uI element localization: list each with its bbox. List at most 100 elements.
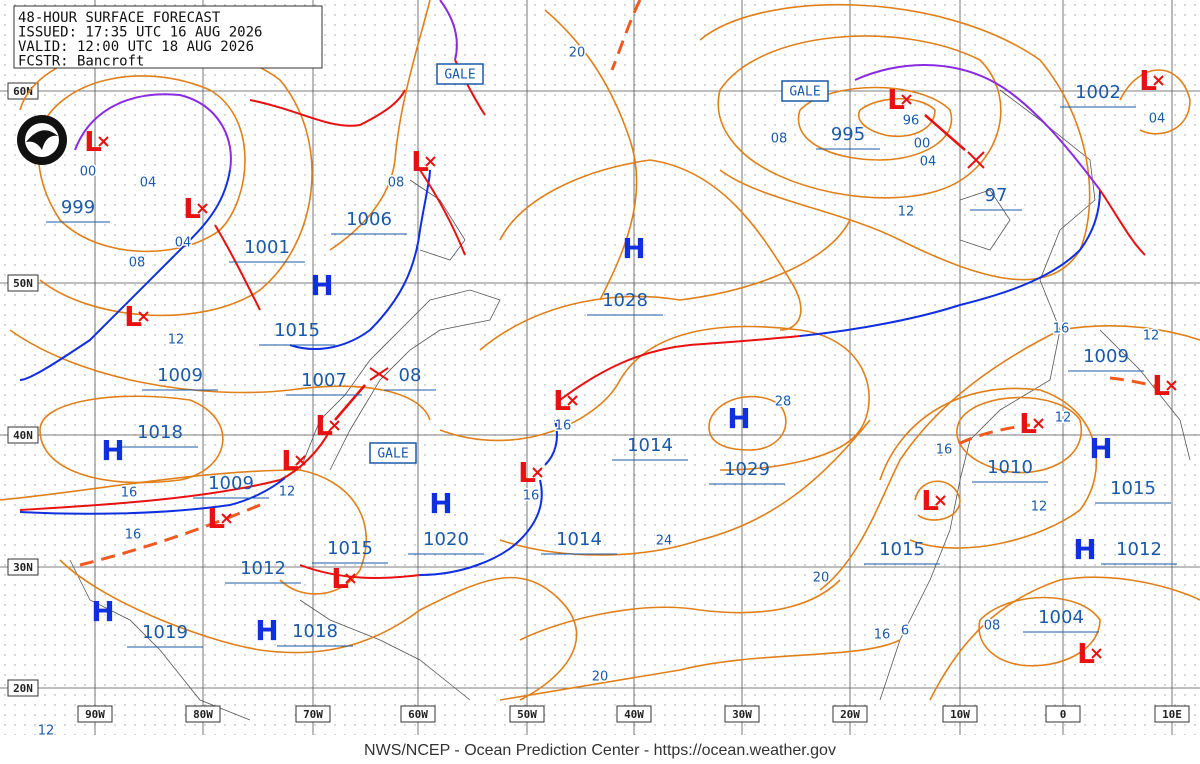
isobar-label: 12 — [279, 485, 296, 500]
lon-label-box — [509, 705, 545, 723]
high-center: H — [310, 269, 333, 302]
pressure-label: 1004 — [1038, 607, 1084, 628]
low-cross — [329, 420, 340, 431]
lon-label-box — [185, 705, 221, 723]
low-cross — [98, 136, 109, 147]
lat-lon-grid: 60N 50N 40N 30N 20N 90W 80W 70W 60W 50W 40W 30W 20W 1… — [0, 0, 1200, 735]
lon-label-box — [1154, 705, 1190, 723]
lon-label: 30W — [732, 708, 752, 721]
low-cross — [345, 573, 356, 584]
isobar-label: 20 — [813, 571, 830, 586]
pressure-label: 1015 — [879, 539, 925, 560]
low-cross — [138, 311, 149, 322]
header-line: 48-HOUR SURFACE FORECAST — [18, 10, 221, 26]
low-cross — [197, 203, 208, 214]
lat-label-box — [7, 679, 39, 697]
lat-label: 50N — [13, 277, 33, 290]
lat-label-box — [7, 558, 39, 576]
low-center: L — [553, 384, 571, 417]
pressure-label: 1012 — [1116, 539, 1162, 560]
gale-label: GALE — [789, 85, 820, 100]
pressure-label: 1009 — [1083, 346, 1129, 367]
isobar-label: 16 — [523, 489, 540, 504]
lat-label: 60N — [13, 85, 33, 98]
isobar-label: 08 — [771, 132, 788, 147]
isobar-label: 04 — [920, 155, 937, 170]
low-center: L — [281, 444, 299, 477]
pressure-label: 1020 — [423, 529, 469, 550]
high-center: H — [1089, 432, 1112, 465]
pressure-label: 1015 — [327, 538, 373, 559]
footer: NWS/NCEP - Ocean Prediction Center - htt… — [364, 742, 836, 759]
lon-label: 20W — [840, 708, 860, 721]
isobar-label: 16 — [125, 528, 142, 543]
low-center: L — [331, 562, 349, 595]
low-center: L — [315, 409, 333, 442]
low-cross — [1033, 418, 1044, 429]
noaa-logo-bird — [26, 130, 58, 150]
lat-label-box — [7, 426, 39, 444]
low-cross — [901, 94, 912, 105]
lon-label-box — [724, 705, 760, 723]
isobar-label: 12 — [1143, 329, 1160, 344]
gale-label: GALE — [444, 68, 475, 83]
low-center: L — [1152, 369, 1170, 402]
high-center: H — [1073, 533, 1096, 566]
lon-label: 80W — [193, 708, 213, 721]
pressure-label: 1009 — [208, 473, 254, 494]
isobar-label: 20 — [592, 670, 609, 685]
pressure-label: 1009 — [157, 365, 203, 386]
isobar-label: 96 — [903, 114, 920, 129]
lon-label: 10W — [950, 708, 970, 721]
pressure-label: 999 — [61, 197, 95, 218]
pressure-label: 1010 — [987, 457, 1033, 478]
low-cross — [1166, 380, 1177, 391]
lon-label: 10E — [1162, 708, 1182, 721]
pressure-label: 1001 — [244, 237, 290, 258]
lat-label: 40N — [13, 429, 33, 442]
isobar-label: 28 — [775, 395, 792, 410]
low-center: L — [1139, 64, 1157, 97]
low-center: L — [411, 145, 429, 178]
coastlines — [69, 89, 1191, 721]
lon-label: 90W — [85, 708, 105, 721]
pressure-label: 1029 — [724, 459, 770, 480]
low-center: L — [518, 456, 536, 489]
pressure-label: 08 — [399, 365, 422, 386]
low-center: L — [921, 484, 939, 517]
isobar-label: 16 — [121, 486, 138, 501]
pressure-label: 1002 — [1075, 82, 1121, 103]
pressure-label: 1012 — [240, 558, 286, 579]
lon-label-box — [77, 705, 113, 723]
pressure-label: 1014 — [627, 435, 673, 456]
isobar-label: 6 — [901, 624, 909, 639]
pressure-label: 1015 — [274, 320, 320, 341]
lon-label-box — [1045, 705, 1081, 723]
low-center: L — [1019, 407, 1037, 440]
isobar-label: 16 — [936, 443, 953, 458]
header-box — [13, 5, 323, 69]
lat-label: 30N — [13, 561, 33, 574]
isobar-label: 16 — [555, 419, 572, 434]
lon-label: 40W — [624, 708, 644, 721]
lat-label-box — [7, 82, 39, 100]
isobar-label: 12 — [168, 333, 185, 348]
gale-box — [369, 442, 417, 464]
pressure-label: 1014 — [556, 529, 602, 550]
low-cross — [1091, 648, 1102, 659]
low-cross — [295, 455, 306, 466]
low-cross — [935, 495, 946, 506]
isobar-label: 04 — [175, 236, 192, 251]
high-center: H — [622, 232, 645, 265]
isobar-label: 08 — [129, 256, 146, 271]
lon-label: 60W — [408, 708, 428, 721]
high-center: H — [91, 595, 114, 628]
low-cross — [221, 513, 232, 524]
low-center: L — [887, 83, 905, 116]
low-cross — [425, 156, 436, 167]
isobar-label: 12 — [1031, 500, 1048, 515]
isobar-label: 24 — [656, 534, 673, 549]
lon-label-box — [616, 705, 652, 723]
high-center: H — [255, 614, 278, 647]
